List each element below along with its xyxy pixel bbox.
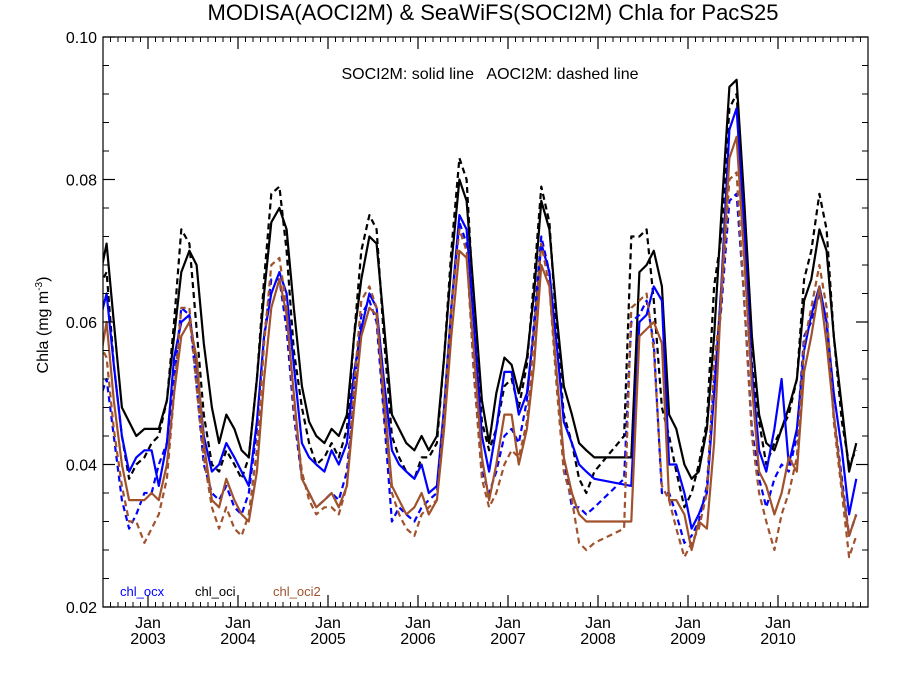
y-tick-label: 0.10 bbox=[66, 30, 97, 47]
x-tick-label-year: 2005 bbox=[310, 631, 346, 648]
axes-layer: 0.020.040.060.080.10Jan2003Jan2004Jan200… bbox=[66, 30, 869, 648]
x-tick-label-year: 2004 bbox=[220, 631, 256, 648]
x-tick-label-month: Jan bbox=[765, 615, 791, 632]
x-tick-label-month: Jan bbox=[585, 615, 611, 632]
y-tick-label: 0.08 bbox=[66, 173, 97, 190]
series-line-chl_oci2-aoci2m bbox=[103, 171, 858, 559]
series-line-chl_oci2-soci2m bbox=[103, 135, 858, 552]
y-axis-label: Chla (mg m-3) bbox=[34, 277, 52, 374]
y-tick-label: 0.04 bbox=[66, 458, 97, 475]
x-tick-label-month: Jan bbox=[135, 615, 161, 632]
y-axis-label-text: Chla (mg m bbox=[35, 291, 52, 374]
series-layer bbox=[103, 78, 858, 559]
x-tick-label-month: Jan bbox=[225, 615, 251, 632]
x-tick-label-month: Jan bbox=[675, 615, 701, 632]
series-line-chl_oci-aoci2m bbox=[103, 92, 858, 509]
y-tick-label: 0.02 bbox=[66, 600, 97, 617]
x-tick-label-month: Jan bbox=[405, 615, 431, 632]
chart-annotation: SOCI2M: solid line AOCI2M: dashed line bbox=[341, 66, 638, 83]
legend: chl_ocx chl_oci chl_oci2 bbox=[120, 584, 321, 599]
x-tick-label-year: 2009 bbox=[670, 631, 706, 648]
x-tick-label-year: 2010 bbox=[760, 631, 796, 648]
x-tick-label-year: 2008 bbox=[580, 631, 616, 648]
legend-label-chl-ocx: chl_ocx bbox=[120, 584, 165, 599]
x-tick-label-month: Jan bbox=[495, 615, 521, 632]
x-tick-label-month: Jan bbox=[315, 615, 341, 632]
x-tick-label-year: 2003 bbox=[130, 631, 166, 648]
y-axis-label-superscript: -3 bbox=[34, 281, 45, 290]
y-tick-label: 0.06 bbox=[66, 315, 97, 332]
legend-label-chl-oci2: chl_oci2 bbox=[273, 584, 321, 599]
chart-title: MODISA(AOCI2M) & SeaWiFS(SOCI2M) Chla fo… bbox=[208, 0, 779, 25]
x-tick-label-year: 2006 bbox=[400, 631, 436, 648]
series-line-chl_ocx-soci2m bbox=[103, 107, 858, 530]
legend-label-chl-oci: chl_oci bbox=[195, 584, 236, 599]
series-line-chl_oci-soci2m bbox=[103, 78, 858, 480]
y-axis-label-close: ) bbox=[35, 277, 52, 282]
x-tick-label-year: 2007 bbox=[490, 631, 526, 648]
